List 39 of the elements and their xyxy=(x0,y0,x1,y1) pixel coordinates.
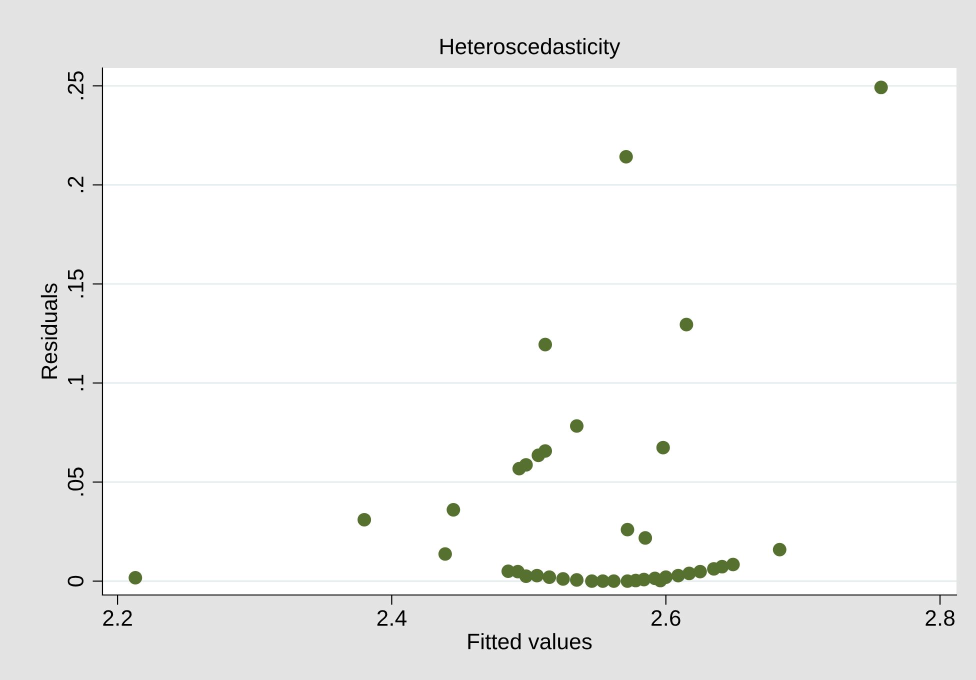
x-tick-label: 2.8 xyxy=(926,610,955,626)
point xyxy=(715,560,729,574)
point xyxy=(620,522,634,536)
y-tick-label: .2 xyxy=(68,176,84,192)
point xyxy=(619,150,633,164)
point xyxy=(538,444,552,458)
point xyxy=(607,574,621,588)
y-axis-title: Residuals xyxy=(40,284,58,378)
point xyxy=(538,338,552,352)
point xyxy=(659,570,673,584)
point xyxy=(438,547,452,561)
point xyxy=(570,573,584,587)
point xyxy=(542,570,556,584)
y-tick-label: .1 xyxy=(68,374,84,390)
point xyxy=(671,568,685,582)
point xyxy=(726,558,740,572)
point xyxy=(656,440,670,454)
point xyxy=(128,570,142,585)
chart-title: Heteroscedasticity xyxy=(440,38,620,59)
point xyxy=(530,568,544,582)
point xyxy=(772,542,786,556)
x-tick-label: 2.4 xyxy=(377,610,407,626)
y-tick-label: .15 xyxy=(68,269,84,298)
point xyxy=(358,512,372,526)
x-axis-title: Fitted values xyxy=(468,633,592,650)
point xyxy=(693,564,707,578)
x-tick-label: 2.6 xyxy=(652,610,680,626)
point xyxy=(446,503,460,517)
y-tick-label: .05 xyxy=(68,468,84,496)
point xyxy=(680,318,694,332)
point xyxy=(638,531,652,545)
point xyxy=(874,80,888,94)
y-tick-label: .25 xyxy=(68,71,84,100)
point xyxy=(519,458,533,472)
y-tick-label: 0 xyxy=(68,576,84,586)
point xyxy=(570,419,584,433)
x-tick-label: 2.2 xyxy=(103,610,132,626)
point xyxy=(556,572,570,586)
point xyxy=(682,566,696,580)
